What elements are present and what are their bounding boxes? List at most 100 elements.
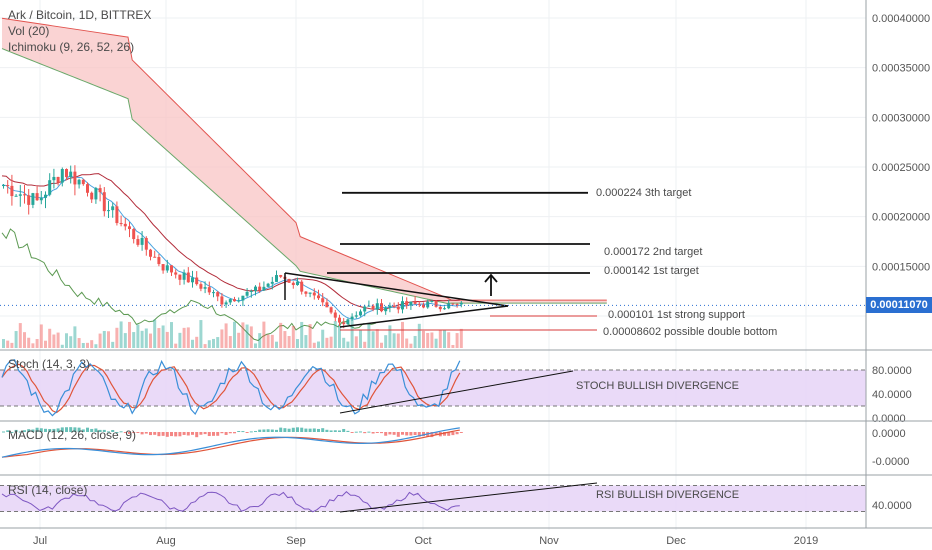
- candle-body: [455, 303, 459, 305]
- rsi-y-tick: 40.0000: [872, 500, 912, 512]
- macd-histogram-bar: [48, 429, 52, 432]
- volume-bar: [375, 329, 379, 348]
- stoch-title: Stoch (14, 3, 3): [8, 357, 91, 371]
- macd-histogram-bar: [94, 428, 98, 432]
- macd-histogram-bar: [283, 428, 287, 432]
- macd-histogram-bar: [44, 428, 47, 432]
- volume-bar: [228, 336, 232, 348]
- candle-body: [69, 171, 73, 178]
- candle-body: [296, 281, 299, 286]
- rsi-panel[interactable]: 40.0000: [0, 482, 912, 513]
- volume-bar: [304, 335, 308, 348]
- candle-body: [119, 223, 123, 225]
- macd-histogram-bar: [287, 428, 291, 432]
- candle-body: [73, 171, 77, 185]
- stoch-divergence-line: [339, 370, 574, 414]
- ichimoku-kijun: [1, 173, 460, 310]
- candle-body: [317, 295, 320, 299]
- volume-bar: [81, 342, 85, 348]
- candle-body: [35, 193, 39, 201]
- macd-histogram-bar: [304, 428, 308, 432]
- macd-histogram-bar: [73, 427, 77, 432]
- macd-histogram-bar: [262, 429, 266, 432]
- candle-body: [65, 169, 68, 178]
- macd-histogram-bar: [422, 432, 425, 437]
- y-tick-label: 0.00025000: [872, 162, 930, 174]
- macd-histogram-bar: [241, 431, 245, 433]
- candle-body: [333, 312, 337, 318]
- macd-histogram-bar: [275, 429, 278, 432]
- candle-body: [321, 298, 325, 303]
- candle-body: [153, 256, 157, 258]
- macd-histogram-bar: [6, 430, 10, 432]
- volume-bar: [94, 344, 98, 348]
- volume-bar: [296, 339, 299, 348]
- annotation-stoch-divergence: STOCH BULLISH DIVERGENCE: [576, 380, 740, 392]
- volume-bar: [254, 343, 257, 348]
- volume-bar: [371, 331, 375, 348]
- stoch-band: [0, 370, 866, 406]
- stoch-y-tick: 0.0000: [872, 413, 906, 425]
- volume-bar: [233, 321, 236, 348]
- candle-body: [182, 272, 186, 280]
- macd-histogram-bar: [77, 427, 81, 432]
- candle-body: [161, 264, 165, 271]
- candle-body: [245, 291, 249, 296]
- macd-histogram-bar: [191, 432, 194, 435]
- candle-body: [354, 315, 358, 317]
- macd-panel[interactable]: 0.0000 -0.0000: [1, 427, 909, 468]
- volume-bar: [338, 324, 341, 348]
- candle-body: [165, 265, 169, 271]
- x-tick-label: Aug: [156, 535, 176, 547]
- macd-histogram-bar: [401, 432, 404, 435]
- candle-body: [86, 184, 89, 193]
- ichimoku-span-b: [1, 17, 607, 301]
- price-panel[interactable]: [0, 17, 866, 348]
- candle-body: [39, 197, 43, 201]
- volume-bar: [65, 333, 68, 348]
- macd-histogram-bar: [115, 431, 119, 433]
- macd-histogram-bar: [14, 429, 18, 432]
- x-tick-label: 2019: [794, 535, 818, 547]
- macd-histogram-bar: [363, 432, 367, 434]
- macd-histogram-bar: [98, 429, 102, 432]
- candle-body: [90, 192, 94, 200]
- indicator-label-volume: Vol (20): [8, 24, 50, 38]
- volume-bar: [111, 341, 115, 348]
- macd-histogram-bar: [447, 432, 451, 436]
- macd-histogram-bar: [119, 431, 123, 433]
- stoch-panel[interactable]: 80.0000 40.0000 0.0000: [0, 359, 912, 425]
- volume-bar: [18, 323, 22, 348]
- volume-bar: [283, 331, 287, 348]
- macd-histogram-bar: [157, 432, 161, 437]
- volume-bar: [2, 339, 5, 348]
- macd-histogram-bar: [140, 432, 144, 435]
- candle-body: [287, 278, 291, 283]
- macd-histogram-bar: [31, 429, 35, 432]
- volume-bar: [434, 338, 438, 348]
- macd-histogram-bar: [455, 432, 459, 435]
- macd-histogram-bar: [249, 431, 253, 433]
- macd-y-tick: -0.0000: [872, 456, 909, 468]
- macd-histogram-bar: [384, 432, 388, 436]
- triangle-lower-line: [339, 305, 509, 328]
- annotation-support: 0.000101 1st strong support: [608, 309, 745, 321]
- macd-histogram-bar: [291, 427, 295, 432]
- volume-bar: [140, 330, 144, 348]
- candle-body: [140, 237, 144, 245]
- macd-histogram-bar: [195, 432, 199, 438]
- volume-bar: [86, 342, 89, 348]
- volume-bar: [73, 326, 77, 348]
- rsi-title: RSI (14, close): [8, 483, 88, 497]
- volume-bar: [52, 334, 56, 348]
- candle-body: [203, 287, 207, 289]
- volume-bar: [115, 327, 119, 348]
- candle-body: [48, 180, 52, 195]
- macd-histogram-bar: [23, 430, 26, 432]
- candle-body: [10, 185, 14, 197]
- candle-body: [459, 302, 463, 305]
- volume-bar: [359, 330, 362, 348]
- stoch-y-tick: 80.0000: [872, 365, 912, 377]
- macd-histogram-bar: [18, 431, 22, 433]
